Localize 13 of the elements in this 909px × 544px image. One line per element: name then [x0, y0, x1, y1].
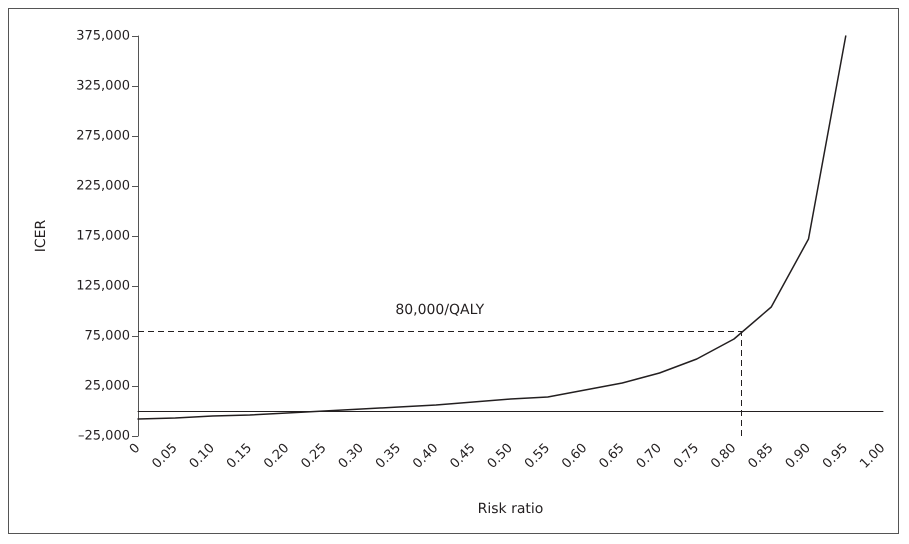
- y-tick-label: 25,000: [84, 378, 130, 394]
- y-axis-title: ICER: [33, 219, 49, 252]
- y-tick-label: 175,000: [76, 228, 130, 244]
- y-tick-label: 125,000: [76, 278, 130, 294]
- x-tick-label: 0: [126, 440, 144, 458]
- y-tick-label: 325,000: [76, 78, 130, 94]
- y-tick-label: 225,000: [76, 178, 130, 194]
- ref-line-label: 80,000/QALY: [395, 302, 485, 318]
- x-axis-title: Risk ratio: [478, 501, 544, 517]
- y-tick-label: 375,000: [76, 28, 130, 44]
- y-tick-label: 75,000: [84, 328, 130, 344]
- y-tick-label: –25,000: [78, 428, 130, 444]
- y-tick-label: 275,000: [76, 128, 130, 144]
